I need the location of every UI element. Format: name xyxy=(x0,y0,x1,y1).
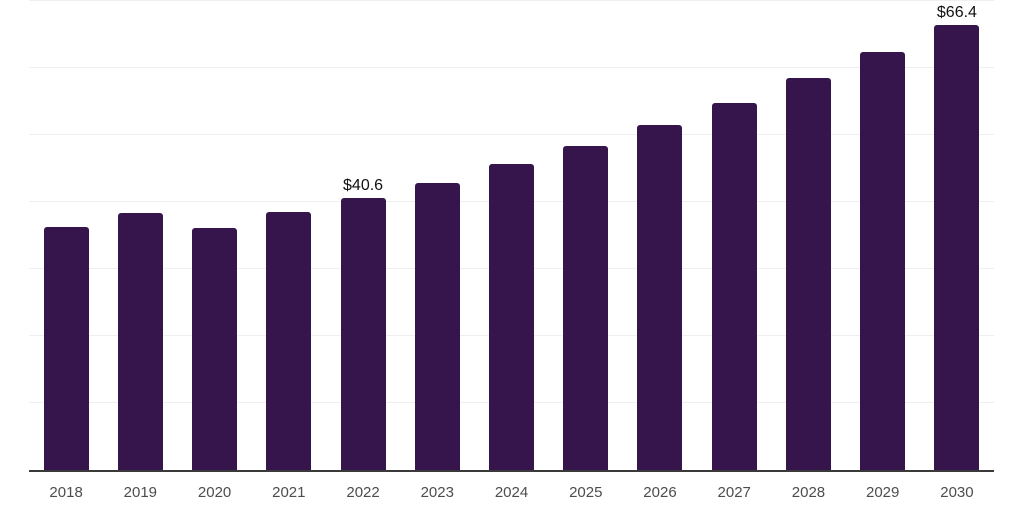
gridline-70 xyxy=(29,0,994,1)
x-tick-2019: 2019 xyxy=(123,483,158,501)
bar-2021 xyxy=(266,212,312,470)
bar-column-2020 xyxy=(177,1,251,470)
bar-column-2028 xyxy=(771,1,845,470)
x-tick-2024: 2024 xyxy=(494,483,529,501)
bar-column-2027 xyxy=(697,1,771,470)
bar-column-2021 xyxy=(252,1,326,470)
x-tick-2020: 2020 xyxy=(197,483,232,501)
bar-column-2018 xyxy=(29,1,103,470)
x-tick-2028: 2028 xyxy=(791,483,826,501)
bar-column-2023 xyxy=(400,1,474,470)
bar-2020 xyxy=(192,228,238,470)
bar-2019 xyxy=(117,213,163,470)
gridline-60 xyxy=(29,67,994,68)
bar-column-2025 xyxy=(549,1,623,470)
bar-column-2026 xyxy=(623,1,697,470)
x-tick-2025: 2025 xyxy=(569,483,603,501)
bar-2023 xyxy=(414,182,460,470)
plot-area: $40.6 $66.4 xyxy=(29,0,994,472)
bar-2028 xyxy=(785,78,831,470)
x-tick-2023: 2023 xyxy=(420,483,454,501)
bar-2027 xyxy=(711,102,757,470)
bar-column-2024 xyxy=(474,1,548,470)
x-tick-2018: 2018 xyxy=(49,483,83,501)
bar-2026 xyxy=(637,124,683,470)
bar-2029 xyxy=(860,51,906,470)
x-tick-2022: 2022 xyxy=(346,483,380,501)
bar-column-2022: $40.6 xyxy=(326,1,400,470)
data-label-2022: $40.6 xyxy=(343,176,384,194)
bar-2030 xyxy=(934,25,980,470)
x-tick-2026: 2026 xyxy=(643,483,677,501)
bar-2022 xyxy=(340,197,386,470)
bar-column-2019 xyxy=(103,1,177,470)
x-tick-2030: 2030 xyxy=(940,483,974,501)
bar-column-2029 xyxy=(846,1,920,470)
data-label-2030: $66.4 xyxy=(936,4,977,22)
x-axis: 2018 2019 2020 2021 2022 2023 2024 2025 2026 2027… xyxy=(29,472,994,512)
bar-2025 xyxy=(563,145,609,470)
x-tick-2029: 2029 xyxy=(866,483,900,501)
x-tick-2021: 2021 xyxy=(272,483,306,501)
x-tick-2027: 2027 xyxy=(717,483,751,501)
gridline-50 xyxy=(29,134,994,135)
bar-2024 xyxy=(489,163,535,470)
bar-column-2030: $66.4 xyxy=(920,1,994,470)
bar-2018 xyxy=(43,226,89,470)
